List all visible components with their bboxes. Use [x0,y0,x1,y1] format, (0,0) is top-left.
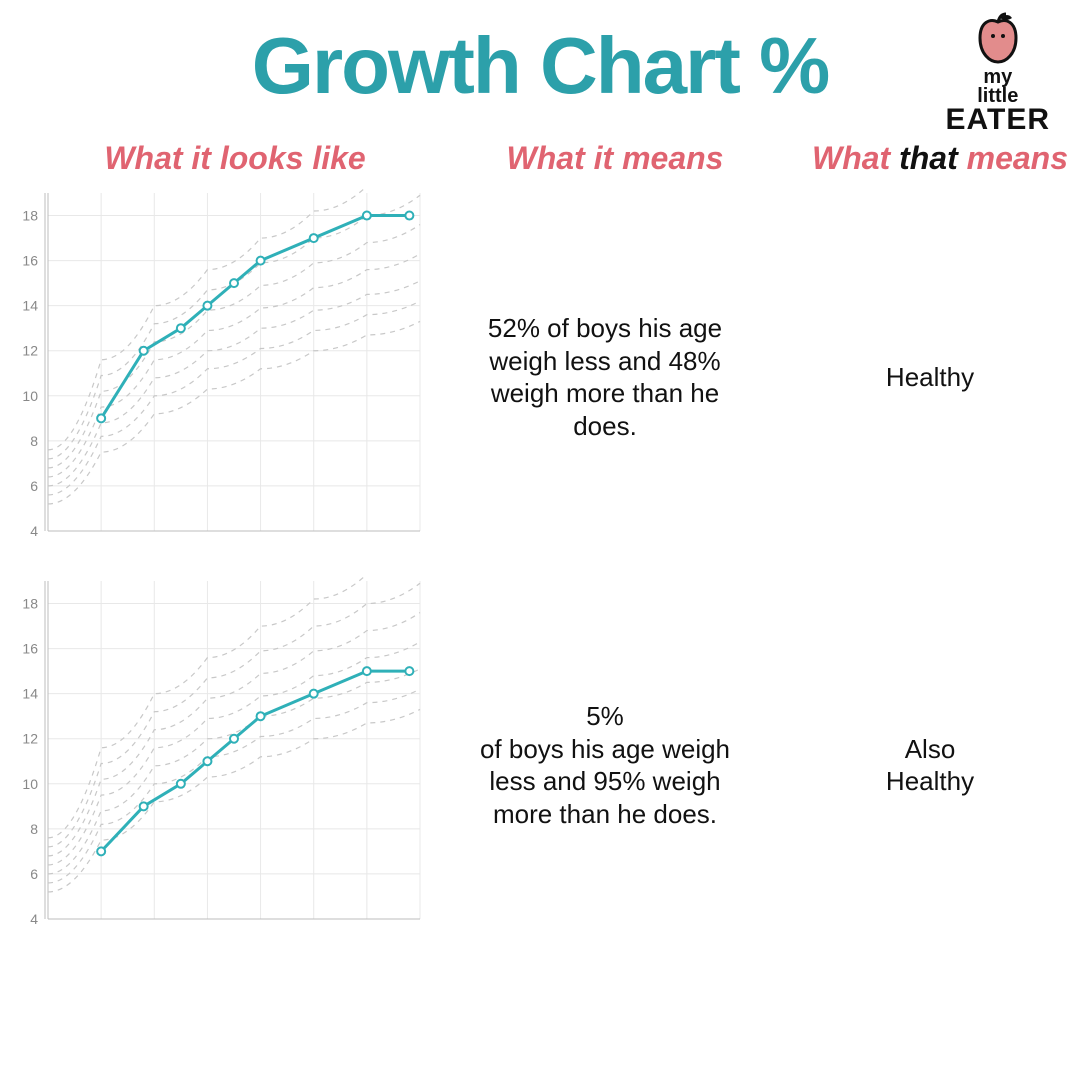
that-text: AlsoHealthy [770,733,1080,798]
logo-text: my little EATER [946,68,1050,135]
rows-container: 4681012141618123456752% of boys his age … [0,183,1080,959]
col-header-that-pre: What [812,140,899,176]
chart-cell: 46810121416181234567 [10,183,440,571]
col-header-that: What that means [780,140,1080,177]
growth-chart: 46810121416181234567 [10,575,430,955]
svg-text:6: 6 [30,478,38,494]
svg-text:16: 16 [22,253,38,269]
svg-text:12: 12 [22,731,38,747]
brand-logo: my little EATER [946,10,1050,135]
that-text: Healthy [770,361,1080,394]
growth-chart: 46810121416181234567 [10,187,430,567]
svg-text:8: 8 [30,433,38,449]
svg-text:16: 16 [22,641,38,657]
page-title: Growth Chart % [252,20,828,112]
svg-text:18: 18 [22,208,38,224]
chart-row: 4681012141618123456752% of boys his age … [0,183,1080,571]
col-header-that-post: means [958,140,1068,176]
col-header-looks: What it looks like [20,140,450,177]
chart-row: 468101214161812345675%of boys his age we… [0,571,1080,959]
svg-text:18: 18 [22,596,38,612]
svg-text:12: 12 [22,343,38,359]
col-header-means: What it means [450,140,780,177]
svg-text:4: 4 [30,911,38,927]
column-headers: What it looks like What it means What th… [0,140,1080,177]
apple-icon [970,10,1026,66]
svg-text:4: 4 [30,523,38,539]
col-header-that-emph: that [899,140,958,176]
logo-line-3: EATER [946,106,1050,135]
svg-text:14: 14 [22,298,38,314]
means-text: 52% of boys his age weigh less and 48% w… [440,312,770,442]
svg-text:10: 10 [22,388,38,404]
svg-text:6: 6 [30,866,38,882]
svg-text:10: 10 [22,776,38,792]
chart-cell: 46810121416181234567 [10,571,440,959]
svg-text:14: 14 [22,686,38,702]
header: Growth Chart % my little EATER [0,0,1080,112]
svg-text:8: 8 [30,821,38,837]
means-text: 5%of boys his age weigh less and 95% wei… [440,700,770,830]
